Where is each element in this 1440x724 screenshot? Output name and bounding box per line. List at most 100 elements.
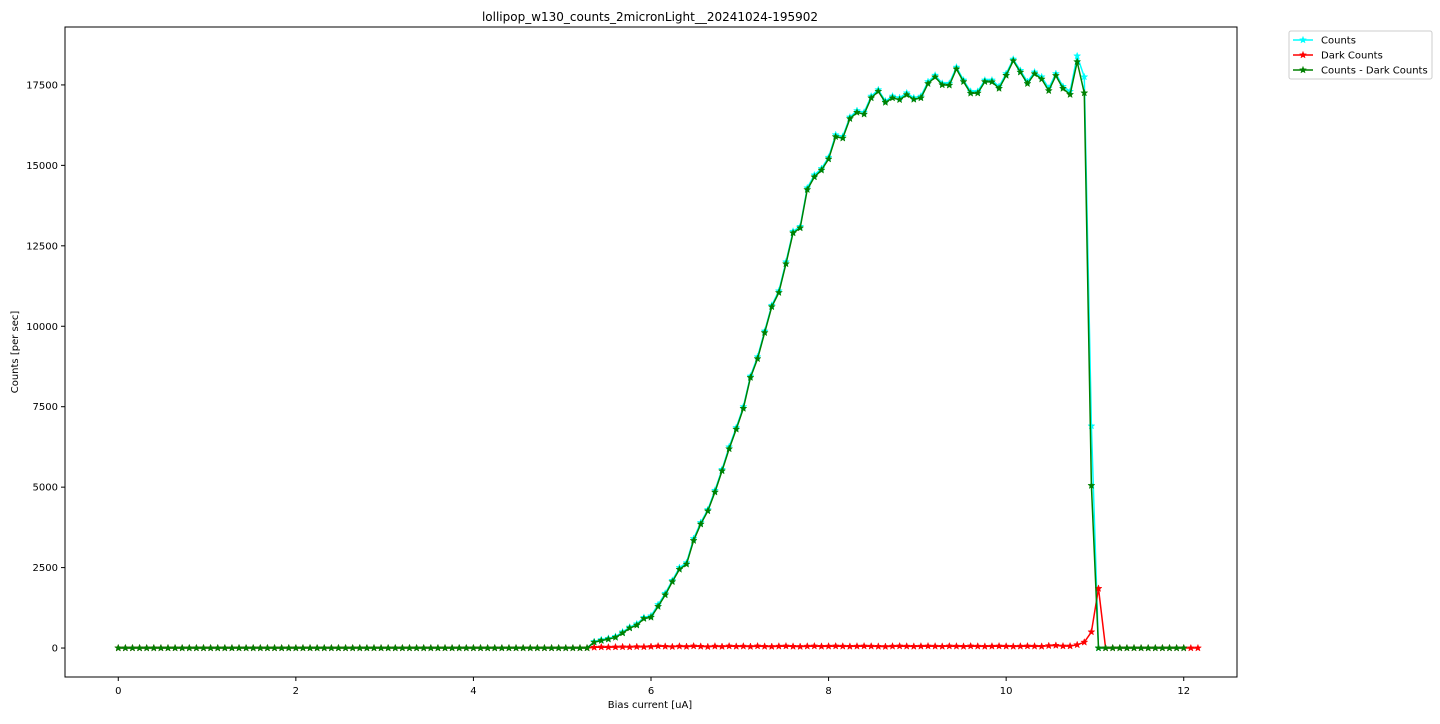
data-point: [803, 185, 812, 194]
data-point: [341, 643, 350, 652]
data-point: [1080, 637, 1089, 646]
data-point: [1002, 71, 1011, 79]
data-point: [1023, 641, 1032, 650]
data-point: [597, 642, 606, 651]
data-point: [824, 641, 833, 650]
data-point: [519, 643, 528, 652]
data-point: [760, 642, 769, 650]
data-point: [277, 643, 286, 652]
data-point: [661, 642, 670, 650]
data-point: [1129, 643, 1139, 652]
data-point: [867, 93, 876, 102]
data-point: [192, 643, 201, 652]
data-point: [931, 72, 940, 81]
data-point: [817, 642, 826, 650]
data-point: [753, 641, 762, 650]
data-point: [142, 643, 151, 652]
data-point: [405, 643, 414, 652]
data-point: [703, 506, 712, 515]
data-point: [1058, 641, 1068, 650]
data-point: [682, 559, 691, 568]
data-point: [689, 536, 698, 545]
data-point: [817, 165, 826, 174]
data-point: [242, 643, 251, 652]
data-point: [1044, 641, 1053, 650]
x-tick-label: 12: [1177, 686, 1190, 697]
data-point: [554, 643, 563, 652]
y-tick-label: 2500: [33, 563, 58, 574]
data-point: [959, 77, 968, 86]
data-point: [476, 643, 485, 652]
data-point: [1122, 643, 1132, 652]
data-point: [227, 643, 237, 652]
data-point: [796, 223, 805, 232]
data-point: [611, 633, 620, 641]
data-point: [1087, 421, 1096, 430]
x-axis-label: Bias current [uA]: [608, 700, 692, 711]
data-point: [369, 643, 379, 652]
data-point: [1186, 643, 1195, 652]
data-point: [497, 643, 506, 652]
data-point: [256, 643, 265, 652]
x-tick-label: 4: [470, 686, 476, 697]
data-point: [547, 643, 556, 652]
data-point: [838, 133, 847, 142]
data-point: [767, 642, 776, 651]
data-point: [696, 642, 705, 650]
legend-marker: [1298, 50, 1308, 59]
data-point: [533, 643, 542, 652]
data-point: [646, 642, 656, 651]
data-point: [852, 108, 862, 116]
data-point: [263, 643, 272, 652]
legend-label: Counts - Dark Counts: [1321, 66, 1428, 77]
data-point: [170, 643, 180, 652]
data-point: [391, 643, 400, 652]
data-point: [1087, 627, 1096, 636]
data-point: [888, 93, 897, 102]
data-point: [675, 565, 684, 573]
data-point: [426, 643, 435, 652]
data-point: [313, 643, 322, 652]
data-point: [163, 643, 173, 652]
data-point: [419, 643, 428, 652]
data-point: [732, 642, 741, 650]
data-point: [980, 642, 989, 650]
legend-label: Dark Counts: [1321, 51, 1383, 62]
data-point: [249, 643, 258, 652]
data-point: [1144, 643, 1153, 652]
data-point: [305, 643, 315, 652]
data-point: [859, 109, 869, 118]
y-tick-label: 0: [52, 644, 58, 655]
data-point: [590, 637, 599, 646]
data-point: [739, 404, 748, 412]
data-point: [1080, 88, 1089, 97]
data-point: [682, 642, 691, 651]
data-point: [753, 354, 762, 363]
data-point: [909, 642, 918, 650]
y-tick-label: 7500: [33, 402, 58, 413]
data-point: [831, 132, 840, 141]
data-point: [824, 154, 833, 163]
data-point: [1037, 74, 1046, 83]
data-point: [1051, 71, 1060, 80]
y-tick-label: 5000: [33, 483, 58, 494]
data-point: [511, 643, 521, 652]
data-point: [1073, 640, 1082, 649]
data-point: [220, 643, 229, 652]
data-point: [1037, 642, 1046, 650]
data-point: [604, 642, 613, 651]
data-point: [206, 643, 215, 652]
data-point: [582, 643, 592, 652]
data-point: [796, 642, 805, 651]
y-tick-label: 15000: [26, 161, 58, 172]
data-point: [199, 643, 208, 652]
data-point: [632, 642, 641, 651]
data-point: [1051, 641, 1060, 649]
data-point: [448, 643, 457, 652]
data-point: [384, 643, 393, 652]
legend-entry: Counts: [1293, 36, 1356, 47]
data-point: [987, 641, 997, 650]
data-point: [1009, 56, 1018, 65]
